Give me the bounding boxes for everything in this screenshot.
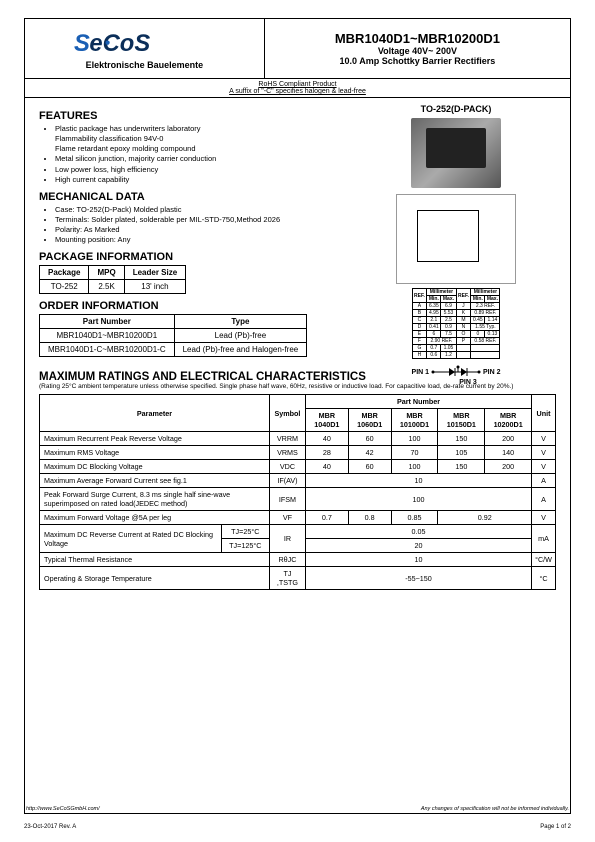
logo-subtitle: Elektronische Bauelemente: [86, 60, 204, 70]
footer-date: 23-Oct-2017 Rev. A: [24, 824, 76, 830]
order-cell: MBR1040D1-C~MBR10200D1-C: [40, 343, 175, 357]
doc-subtitle2: 10.0 Amp Schottky Barrier Rectifiers: [340, 56, 496, 66]
features-heading: FEATURES: [39, 110, 349, 122]
mech-item: Case: TO-252(D-Pack) Molded plastic: [55, 205, 349, 215]
feature-item: Low power loss, high efficiency: [55, 165, 349, 175]
title-cell: MBR1040D1~MBR10200D1 Voltage 40V~ 200V 1…: [265, 19, 570, 78]
secos-logo: S eCoS: [74, 28, 214, 60]
pn-col: MBR 10150D1: [438, 409, 485, 432]
mechanical-list: Case: TO-252(D-Pack) Molded plastic Term…: [39, 205, 349, 246]
diode-symbol-icon: [431, 365, 481, 379]
svg-text:S: S: [74, 30, 90, 57]
ratings-head-unit: Unit: [532, 395, 556, 432]
dim-head: Millimeter: [427, 289, 456, 296]
feature-item: Flame retardant epoxy molding compound: [55, 144, 349, 154]
logo-cell: S eCoS Elektronische Bauelemente: [25, 19, 265, 78]
svg-text:eCoS: eCoS: [90, 30, 151, 57]
ratings-table: Parameter Symbol Part Number Unit MBR 10…: [39, 394, 556, 590]
order-cell: MBR1040D1~MBR10200D1: [40, 329, 175, 343]
order-col: Part Number: [40, 315, 175, 329]
mechanical-heading: MECHANICAL DATA: [39, 191, 349, 203]
dim-sub: Min.: [471, 296, 485, 303]
pkg-col: MPQ: [89, 266, 124, 280]
package-figures: TO-252(D-PACK) REF. Millimeter REF. Mill…: [356, 104, 556, 386]
ratings-head-symbol: Symbol: [269, 395, 305, 432]
package-info-heading: PACKAGE INFORMATION: [39, 251, 349, 263]
order-col: Type: [174, 315, 307, 329]
rohs-line1: RoHS Compliant Product: [258, 81, 336, 88]
feature-item: High current capability: [55, 175, 349, 185]
pkg-col: Package: [40, 266, 89, 280]
package-label: TO-252(D-PACK): [356, 104, 556, 114]
pn-col: MBR 10100D1: [391, 409, 438, 432]
order-info-heading: ORDER INFORMATION: [39, 300, 349, 312]
feature-item: Flammability classification 94V-0: [55, 134, 349, 144]
mech-item: Mounting position: Any: [55, 235, 349, 245]
pkg-col: Leader Size: [124, 266, 185, 280]
dim-sub: Max.: [441, 296, 456, 303]
ratings-head-pn: Part Number: [305, 395, 531, 409]
pin-diagram: PIN 1 PIN 2 PIN 3: [356, 365, 556, 386]
feature-item: Metal silicon junction, majority carrier…: [55, 154, 349, 164]
dim-sub: Max.: [485, 296, 500, 303]
page-border: S eCoS Elektronische Bauelemente MBR1040…: [24, 18, 571, 814]
order-cell: Lead (Pb)-free and Halogen-free: [174, 343, 307, 357]
dimension-drawing: [396, 194, 516, 284]
dim-head: REF.: [412, 289, 427, 303]
package-photo: [411, 118, 501, 188]
pn-col: MBR 1040D1: [305, 409, 348, 432]
ratings-head-param: Parameter: [40, 395, 270, 432]
pn-col: MBR 1060D1: [348, 409, 391, 432]
footer-url: http://www.SeCoSGmbH.com/: [26, 806, 100, 812]
package-info-table: Package MPQ Leader Size TO-252 2.5K 13' …: [39, 265, 186, 294]
order-cell: Lead (Pb)-free: [174, 329, 307, 343]
footer: 23-Oct-2017 Rev. A Page 1 of 2: [24, 824, 571, 830]
dim-head: REF.: [456, 289, 471, 303]
dim-sub: Min.: [427, 296, 441, 303]
left-column: FEATURES Plastic package has underwriter…: [39, 110, 349, 357]
pn-col: MBR 10200D1: [485, 409, 532, 432]
order-info-table: Part Number Type MBR1040D1~MBR10200D1 Le…: [39, 314, 307, 357]
footer-page: Page 1 of 2: [540, 824, 571, 830]
dimension-table: REF. Millimeter REF. Millimeter Min. Max…: [412, 288, 501, 359]
pkg-cell: TO-252: [40, 280, 89, 294]
doc-title: MBR1040D1~MBR10200D1: [335, 31, 500, 46]
feature-item: Plastic package has underwriters laborat…: [55, 124, 349, 134]
doc-subtitle1: Voltage 40V~ 200V: [378, 46, 457, 56]
features-list: Plastic package has underwriters laborat…: [39, 124, 349, 185]
pkg-cell: 2.5K: [89, 280, 124, 294]
pkg-cell: 13' inch: [124, 280, 185, 294]
header: S eCoS Elektronische Bauelemente MBR1040…: [25, 19, 570, 79]
dim-head: Millimeter: [471, 289, 500, 296]
mech-item: Terminals: Solder plated, solderable per…: [55, 215, 349, 225]
rohs-row: RoHS Compliant Product A suffix of "-C" …: [25, 79, 570, 98]
rohs-line2: A suffix of "-C" specifies halogen & lea…: [229, 88, 366, 95]
mech-item: Polarity: As Marked: [55, 225, 349, 235]
content: FEATURES Plastic package has underwriter…: [25, 98, 570, 590]
footer-note: Any changes of specification will not be…: [421, 806, 569, 812]
